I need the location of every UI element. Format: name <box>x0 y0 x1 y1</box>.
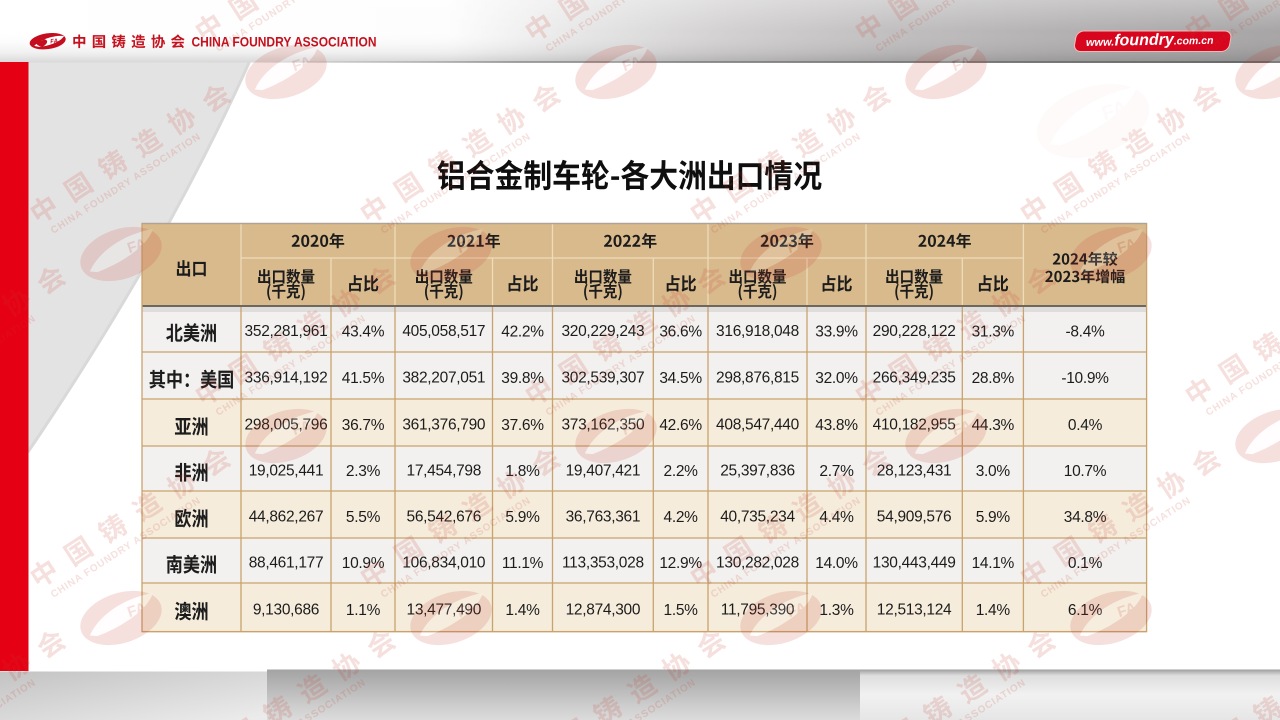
svg-text:54,909,576: 54,909,576 <box>877 509 952 526</box>
svg-text:32.0%: 32.0% <box>815 370 858 387</box>
svg-text:130,443,449: 130,443,449 <box>873 555 956 572</box>
svg-text:12.9%: 12.9% <box>659 555 702 572</box>
svg-text:382,207,051: 382,207,051 <box>402 370 485 387</box>
svg-text:5.5%: 5.5% <box>346 509 381 526</box>
svg-text:44,862,267: 44,862,267 <box>249 509 324 526</box>
svg-text:10.7%: 10.7% <box>1064 463 1107 480</box>
svg-text:352,281,961: 352,281,961 <box>245 323 328 340</box>
svg-text:19,407,421: 19,407,421 <box>566 463 641 480</box>
svg-text:298,876,815: 298,876,815 <box>716 370 799 387</box>
svg-text:320,229,243: 320,229,243 <box>561 323 644 340</box>
svg-text:1.3%: 1.3% <box>819 602 854 619</box>
svg-text:11.1%: 11.1% <box>502 555 544 572</box>
svg-text:316,918,048: 316,918,048 <box>716 323 799 340</box>
svg-text:36.7%: 36.7% <box>342 417 385 434</box>
svg-text:36,763,361: 36,763,361 <box>566 509 641 526</box>
svg-text:4.2%: 4.2% <box>664 509 699 526</box>
svg-text:14.1%: 14.1% <box>972 555 1015 572</box>
svg-text:37.6%: 37.6% <box>501 417 544 434</box>
svg-text:113,353,028: 113,353,028 <box>562 555 644 572</box>
svg-text:10.9%: 10.9% <box>342 555 385 572</box>
svg-text:34.5%: 34.5% <box>659 370 702 387</box>
svg-text:41.5%: 41.5% <box>342 370 385 387</box>
svg-text:1.1%: 1.1% <box>346 602 381 619</box>
svg-text:42.6%: 42.6% <box>659 417 702 434</box>
svg-text:33.9%: 33.9% <box>815 324 858 341</box>
svg-text:12,513,124: 12,513,124 <box>877 602 952 619</box>
svg-text:-8.4%: -8.4% <box>1066 324 1106 341</box>
svg-text:1.4%: 1.4% <box>976 602 1011 619</box>
svg-text:19,025,441: 19,025,441 <box>249 463 324 480</box>
svg-text:12,874,300: 12,874,300 <box>566 602 641 619</box>
svg-text:0.4%: 0.4% <box>1068 417 1103 434</box>
svg-text:FA: FA <box>50 38 58 45</box>
svg-text:14.0%: 14.0% <box>815 555 858 572</box>
svg-text:40,735,234: 40,735,234 <box>720 509 795 526</box>
svg-text:25,397,836: 25,397,836 <box>720 463 795 480</box>
svg-text:405,058,517: 405,058,517 <box>402 323 485 340</box>
svg-text:2.3%: 2.3% <box>346 463 381 480</box>
svg-text:42.2%: 42.2% <box>501 324 544 341</box>
svg-text:28.8%: 28.8% <box>972 370 1015 387</box>
svg-text:1.4%: 1.4% <box>505 602 540 619</box>
svg-text:43.8%: 43.8% <box>815 417 858 434</box>
svg-text:5.9%: 5.9% <box>976 509 1011 526</box>
svg-text:2.2%: 2.2% <box>664 463 699 480</box>
svg-text:408,547,440: 408,547,440 <box>716 417 800 434</box>
svg-text:-10.9%: -10.9% <box>1061 370 1109 387</box>
svg-text:3.0%: 3.0% <box>976 463 1011 480</box>
svg-text:1.5%: 1.5% <box>664 602 699 619</box>
svg-text:9,130,686: 9,130,686 <box>253 602 319 619</box>
svg-text:28,123,431: 28,123,431 <box>877 463 952 480</box>
svg-text:17,454,798: 17,454,798 <box>407 463 482 480</box>
svg-text:www.foundry.com.cn: www.foundry.com.cn <box>1086 31 1214 50</box>
svg-text:88,461,177: 88,461,177 <box>249 555 324 572</box>
svg-text:361,376,790: 361,376,790 <box>402 417 486 434</box>
